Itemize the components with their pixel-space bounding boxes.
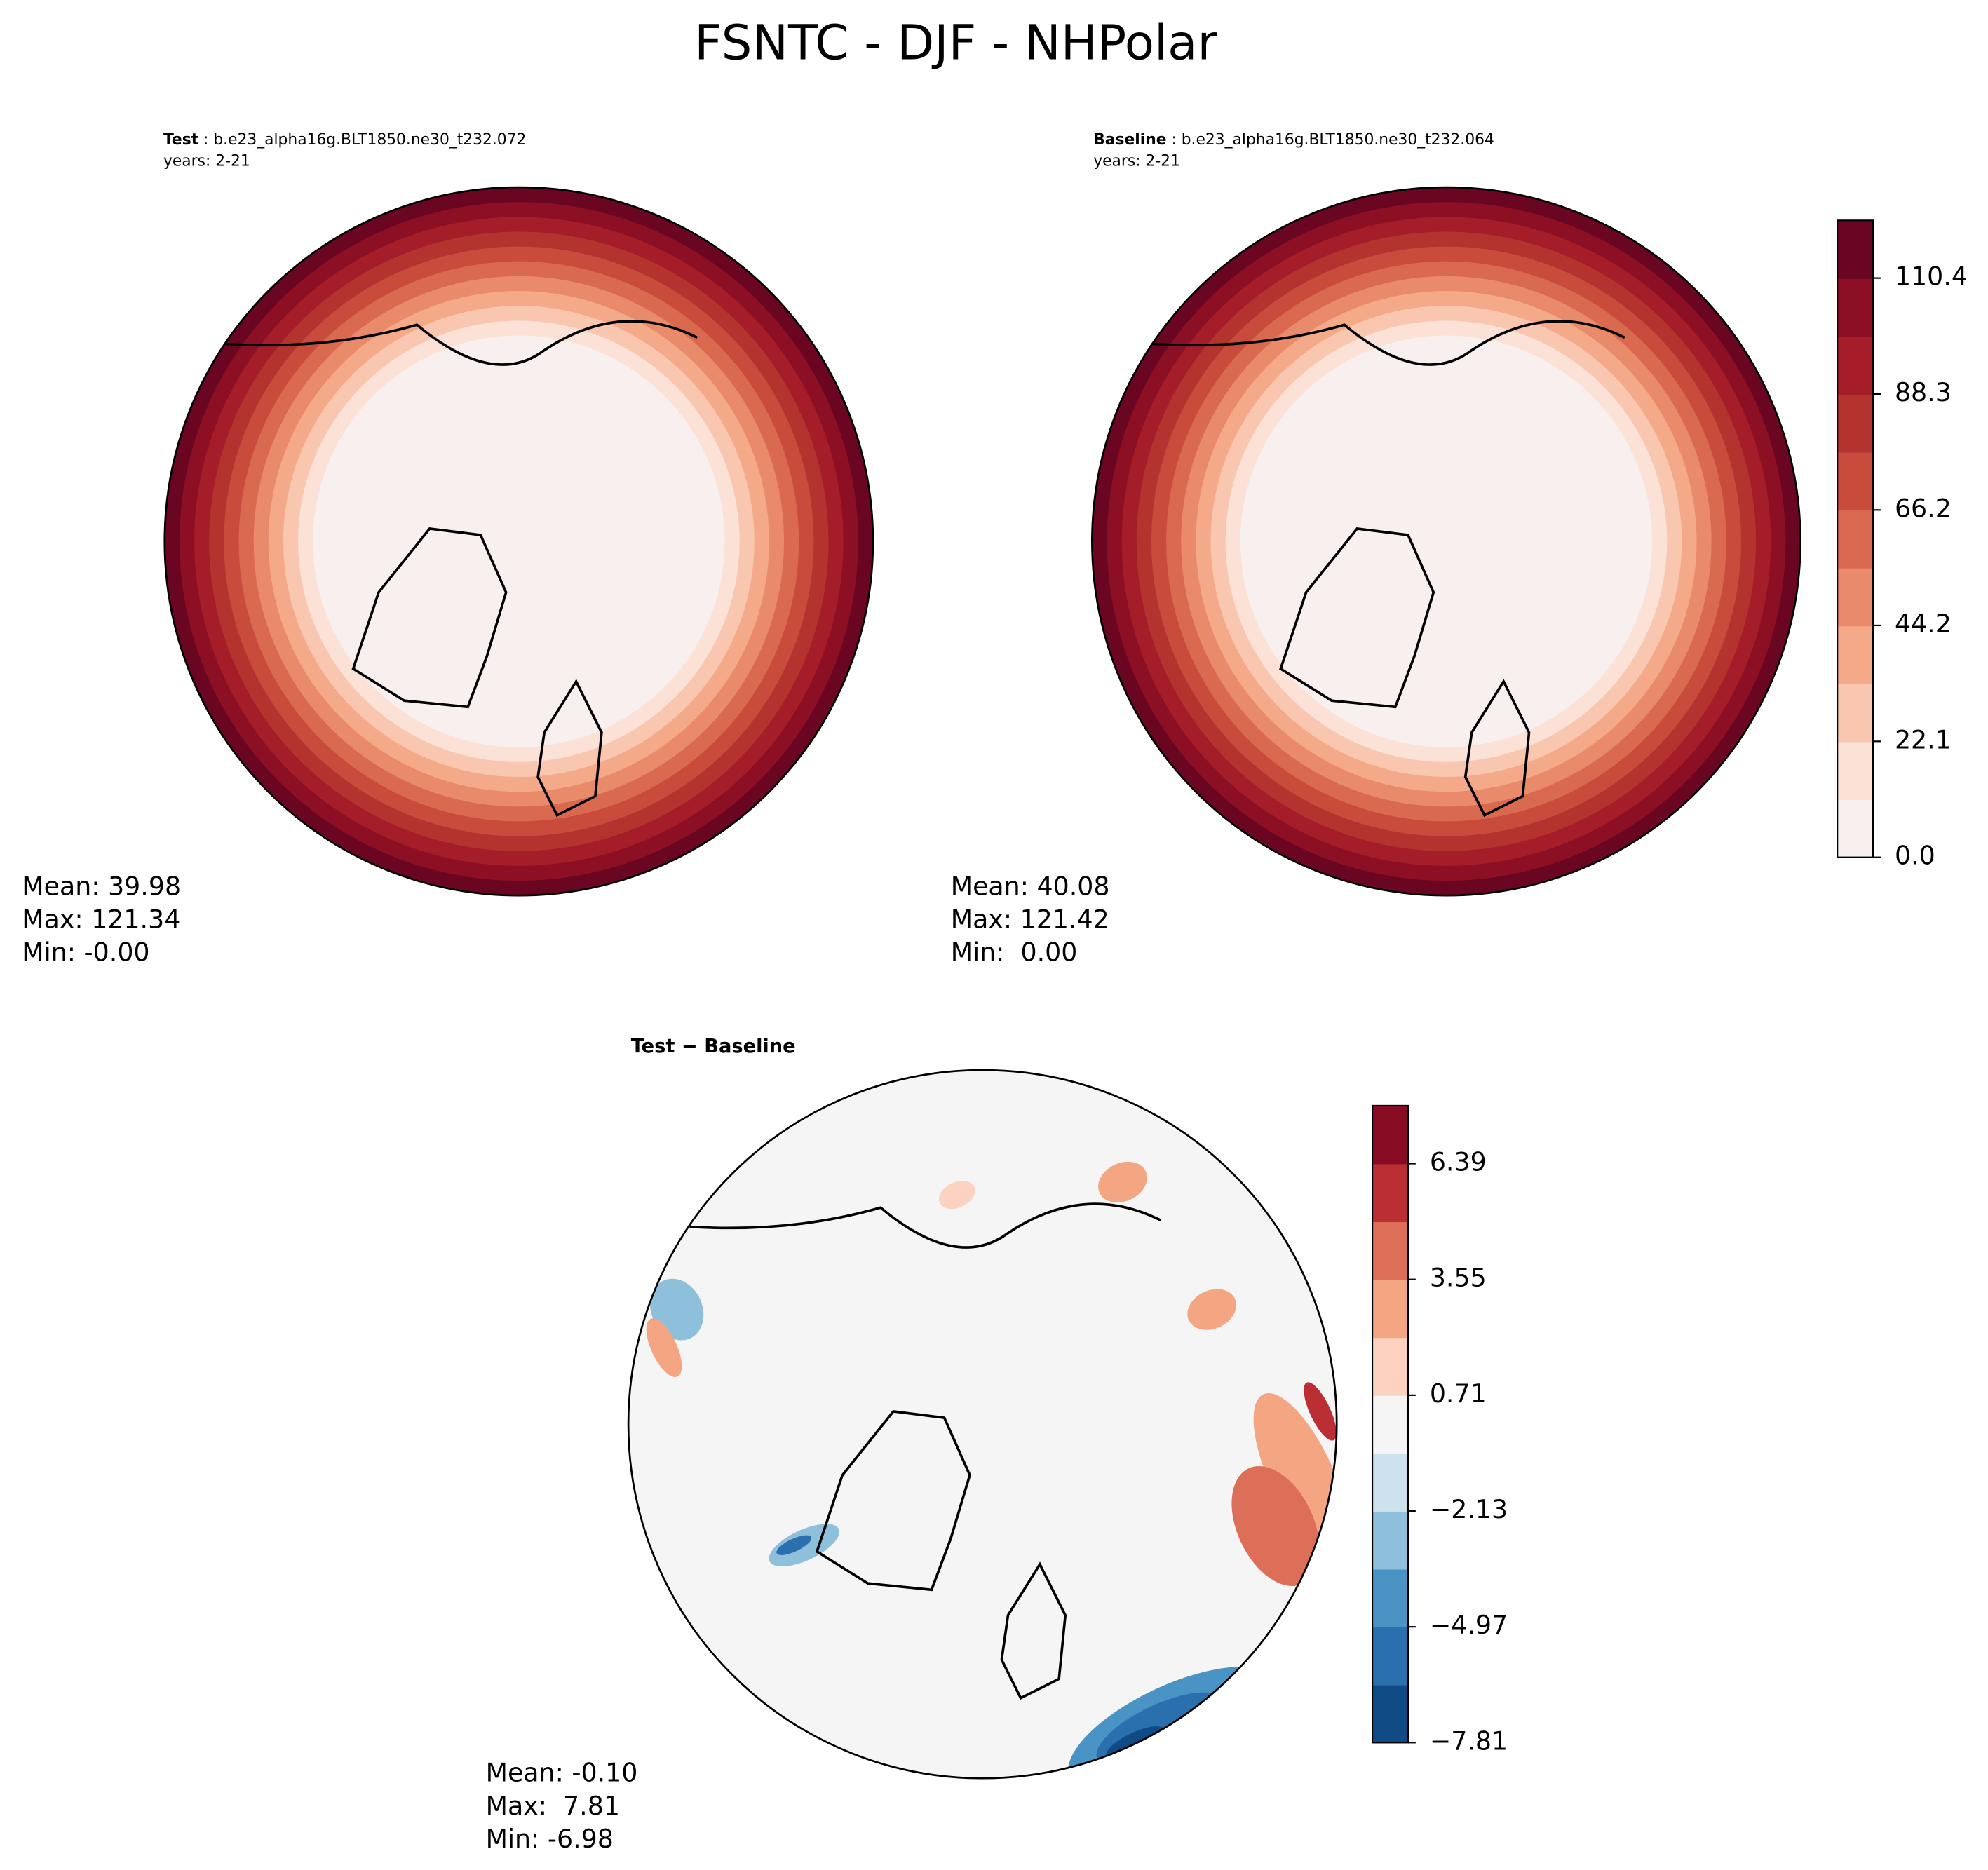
contour-blob xyxy=(1304,1382,1337,1441)
coastline xyxy=(689,1202,1162,1700)
contour-blob xyxy=(1098,1161,1147,1203)
stat-line: Min: -0.00 xyxy=(22,937,149,968)
stat-line: Max: 7.81 xyxy=(486,1791,620,1821)
colorbar-tick-label: 66.2 xyxy=(1895,493,1952,523)
map-border xyxy=(163,186,874,897)
colorbar-box xyxy=(1837,683,1874,743)
contour-blob xyxy=(1187,1289,1237,1330)
contour-ring xyxy=(1240,335,1653,747)
colorbar-box xyxy=(1372,1627,1408,1686)
colorbar-box xyxy=(1372,1511,1408,1570)
colorbar-box xyxy=(1372,1163,1408,1223)
panel-years: years: 2-21 xyxy=(163,153,250,170)
colorbar-box xyxy=(1837,567,1874,627)
coastline xyxy=(225,320,698,818)
colorbar-box xyxy=(1372,1221,1408,1280)
panel-label: Test − Baseline xyxy=(631,1036,796,1057)
stat-line: Max: 121.34 xyxy=(22,904,180,935)
colorbar-tick-label: −7.81 xyxy=(1430,1726,1508,1756)
polar-map xyxy=(1092,187,1801,896)
panel-label-case: : b.e23_alpha16g.BLT1850.ne30_t232.064 xyxy=(1167,131,1494,149)
stat-line: Max: 121.42 xyxy=(951,904,1109,935)
stat-line: Mean: 40.08 xyxy=(951,871,1110,901)
colorbar-box xyxy=(1372,1337,1408,1396)
colorbar-box xyxy=(1372,1395,1408,1454)
colorbar-box xyxy=(1837,510,1874,569)
stat-line: Min: -6.98 xyxy=(486,1824,614,1854)
stat-line: Mean: -0.10 xyxy=(486,1758,638,1788)
colorbar-tick-label: −2.13 xyxy=(1430,1494,1508,1524)
map-border xyxy=(627,1069,1338,1780)
colorbar-tick-label: −4.97 xyxy=(1430,1610,1508,1640)
contour-blob xyxy=(646,1318,682,1378)
colorbar-tick-label: 0.0 xyxy=(1895,841,1935,871)
map-border xyxy=(1091,186,1801,897)
figure-title: FSNTC - DJF - NHPolar xyxy=(694,15,1217,71)
colorbar-box xyxy=(1372,1569,1408,1628)
colorbar-box xyxy=(1372,1453,1408,1512)
stat-line: Mean: 39.98 xyxy=(22,871,181,901)
polar-map xyxy=(164,187,873,896)
colorbar-box xyxy=(1837,220,1874,279)
colorbar-box xyxy=(1372,1279,1408,1339)
colorbar-box xyxy=(1837,336,1874,395)
map-fill xyxy=(628,1070,1337,1779)
colorbar-box xyxy=(1837,799,1874,858)
colorbar-tick-label: 22.1 xyxy=(1895,724,1952,754)
colorbar-tick-label: 6.39 xyxy=(1430,1147,1487,1177)
panel-years: years: 2-21 xyxy=(1093,153,1180,170)
colorbar-tick-label: 3.55 xyxy=(1430,1263,1487,1293)
colorbar-box xyxy=(1837,452,1874,511)
colorbar-frame xyxy=(1837,219,1874,858)
colorbar-tick-label: 0.71 xyxy=(1430,1378,1487,1409)
contour-blob xyxy=(1231,1465,1320,1586)
colorbar-frame xyxy=(1371,1104,1409,1744)
panel-label-case: : b.e23_alpha16g.BLT1850.ne30_t232.072 xyxy=(198,131,526,149)
contour-ring xyxy=(313,335,725,747)
colorbar-box xyxy=(1372,1684,1408,1744)
colorbar-box xyxy=(1837,278,1874,337)
panel-label: Test : b.e23_alpha16g.BLT1850.ne30_t232.… xyxy=(163,131,526,149)
panel-label-bold: Baseline xyxy=(1093,131,1166,149)
colorbar-box xyxy=(1372,1105,1408,1165)
panel-label: Baseline : b.e23_alpha16g.BLT1850.ne30_t… xyxy=(1093,131,1494,149)
colorbar-tick-label: 110.4 xyxy=(1895,262,1968,292)
contour-blob xyxy=(938,1181,975,1210)
panel-label-bold: Test xyxy=(163,131,198,149)
stat-line: Min: 0.00 xyxy=(951,937,1078,968)
colorbar-box xyxy=(1837,741,1874,801)
coastline xyxy=(1153,320,1625,818)
colorbar-box xyxy=(1837,625,1874,684)
colorbar-box xyxy=(1837,394,1874,453)
contour-blob xyxy=(776,1535,812,1555)
colorbar-tick-label: 44.2 xyxy=(1895,609,1952,639)
colorbar-tick-label: 88.3 xyxy=(1895,377,1952,407)
